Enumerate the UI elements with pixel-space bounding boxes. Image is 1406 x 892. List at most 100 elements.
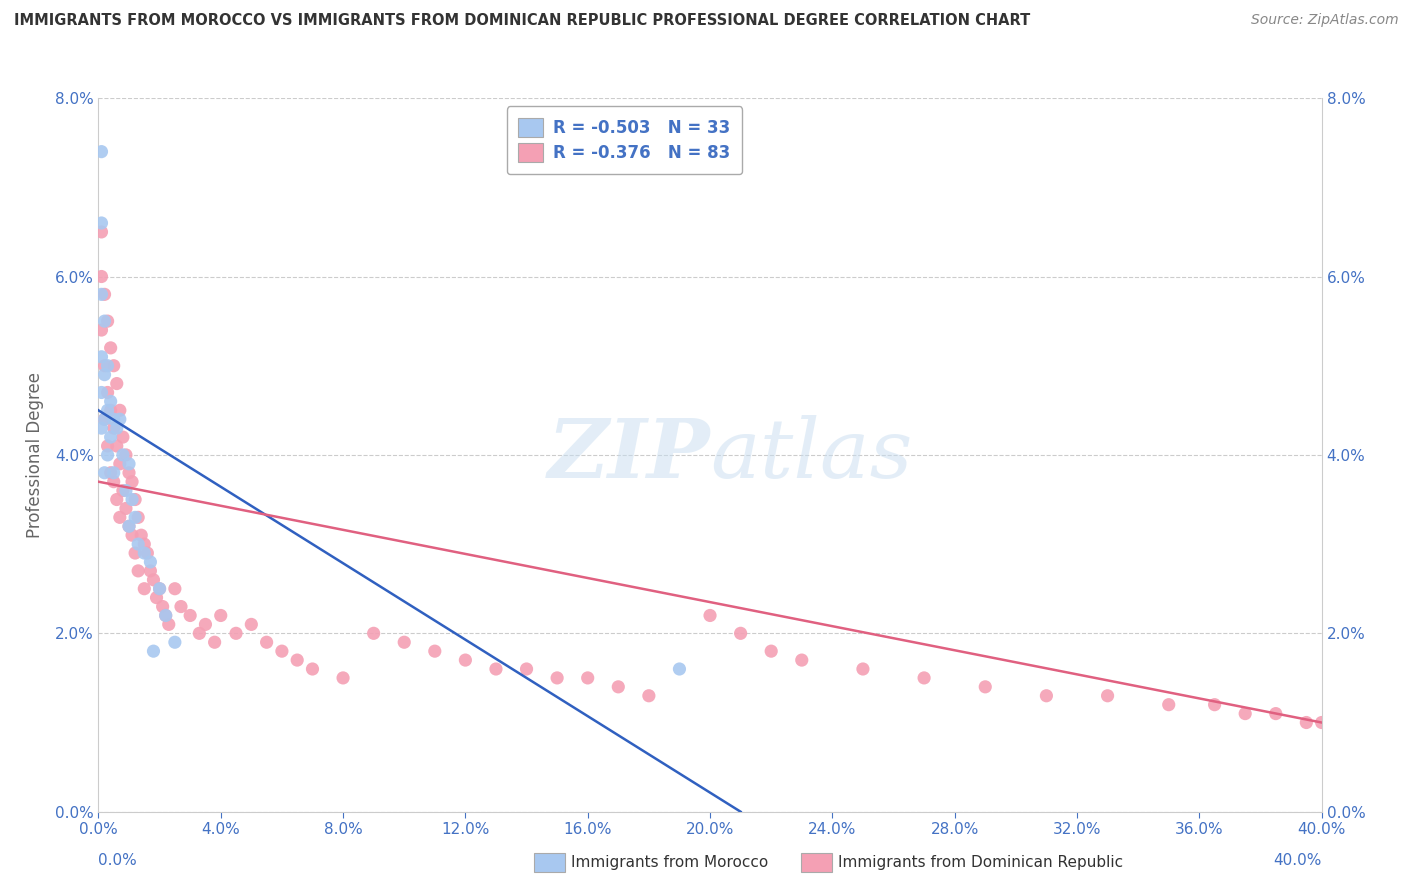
Point: [103, 421, 125, 435]
Point: [790, 653, 813, 667]
Point: [90, 216, 112, 230]
Point: [108, 403, 131, 417]
Text: 0.0%: 0.0%: [98, 854, 138, 868]
Point: [1097, 689, 1119, 703]
Point: [759, 644, 782, 658]
Point: [142, 644, 165, 658]
Point: [454, 653, 477, 667]
Point: [100, 394, 122, 409]
Point: [103, 412, 125, 426]
Point: [142, 573, 165, 587]
Point: [97, 439, 120, 453]
Point: [852, 662, 875, 676]
Text: atlas: atlas: [710, 415, 912, 495]
Point: [103, 359, 125, 373]
Point: [93, 412, 115, 426]
Point: [97, 403, 120, 417]
Point: [240, 617, 263, 632]
Point: [139, 564, 162, 578]
Point: [124, 546, 146, 560]
Point: [155, 608, 177, 623]
Point: [136, 546, 159, 560]
Point: [90, 323, 112, 337]
Text: ZIP: ZIP: [547, 415, 710, 495]
Point: [100, 403, 122, 417]
Point: [111, 483, 134, 498]
Point: [121, 475, 143, 489]
Point: [188, 626, 211, 640]
Text: Immigrants from Dominican Republic: Immigrants from Dominican Republic: [838, 855, 1123, 870]
Point: [194, 617, 217, 632]
Point: [179, 608, 201, 623]
Point: [100, 466, 122, 480]
Point: [1295, 715, 1317, 730]
Point: [118, 519, 141, 533]
Point: [100, 341, 122, 355]
Point: [607, 680, 630, 694]
Point: [105, 376, 128, 391]
Point: [392, 635, 416, 649]
Text: 40.0%: 40.0%: [1274, 854, 1322, 868]
Point: [546, 671, 568, 685]
Point: [699, 608, 721, 623]
Point: [108, 457, 131, 471]
Point: [105, 421, 128, 435]
Point: [270, 644, 292, 658]
Point: [1310, 715, 1333, 730]
Point: [912, 671, 935, 685]
Point: [1264, 706, 1286, 721]
Point: [90, 421, 112, 435]
Point: [115, 483, 138, 498]
Point: [139, 555, 162, 569]
Point: [516, 662, 538, 676]
Point: [155, 608, 177, 623]
Point: [108, 510, 131, 524]
Point: [127, 510, 149, 524]
Point: [225, 626, 247, 640]
Point: [163, 582, 186, 596]
Point: [163, 635, 186, 649]
Point: [256, 635, 278, 649]
Point: [97, 448, 120, 462]
Point: [93, 287, 115, 301]
Point: [90, 145, 112, 159]
Point: [209, 608, 232, 623]
Point: [668, 662, 690, 676]
Point: [127, 564, 149, 578]
Point: [149, 582, 172, 596]
Point: [363, 626, 385, 640]
Point: [93, 466, 115, 480]
Point: [90, 385, 112, 400]
Point: [103, 475, 125, 489]
Point: [301, 662, 323, 676]
Point: [105, 439, 128, 453]
Point: [103, 466, 125, 480]
Point: [93, 314, 115, 328]
Point: [100, 430, 122, 444]
Point: [129, 528, 152, 542]
Point: [145, 591, 167, 605]
Point: [152, 599, 174, 614]
Point: [90, 269, 112, 284]
Point: [423, 644, 446, 658]
Point: [170, 599, 193, 614]
Point: [115, 501, 138, 516]
Point: [93, 368, 115, 382]
Point: [485, 662, 508, 676]
Text: Source: ZipAtlas.com: Source: ZipAtlas.com: [1251, 13, 1399, 28]
Point: [1204, 698, 1226, 712]
Point: [115, 448, 138, 462]
Point: [127, 537, 149, 551]
Point: [285, 653, 308, 667]
Point: [134, 537, 156, 551]
Point: [124, 510, 146, 524]
Point: [332, 671, 354, 685]
Point: [124, 492, 146, 507]
Point: [121, 528, 143, 542]
Point: [730, 626, 752, 640]
Point: [157, 617, 180, 632]
Point: [576, 671, 599, 685]
Point: [97, 359, 120, 373]
Point: [108, 412, 131, 426]
Point: [118, 457, 141, 471]
